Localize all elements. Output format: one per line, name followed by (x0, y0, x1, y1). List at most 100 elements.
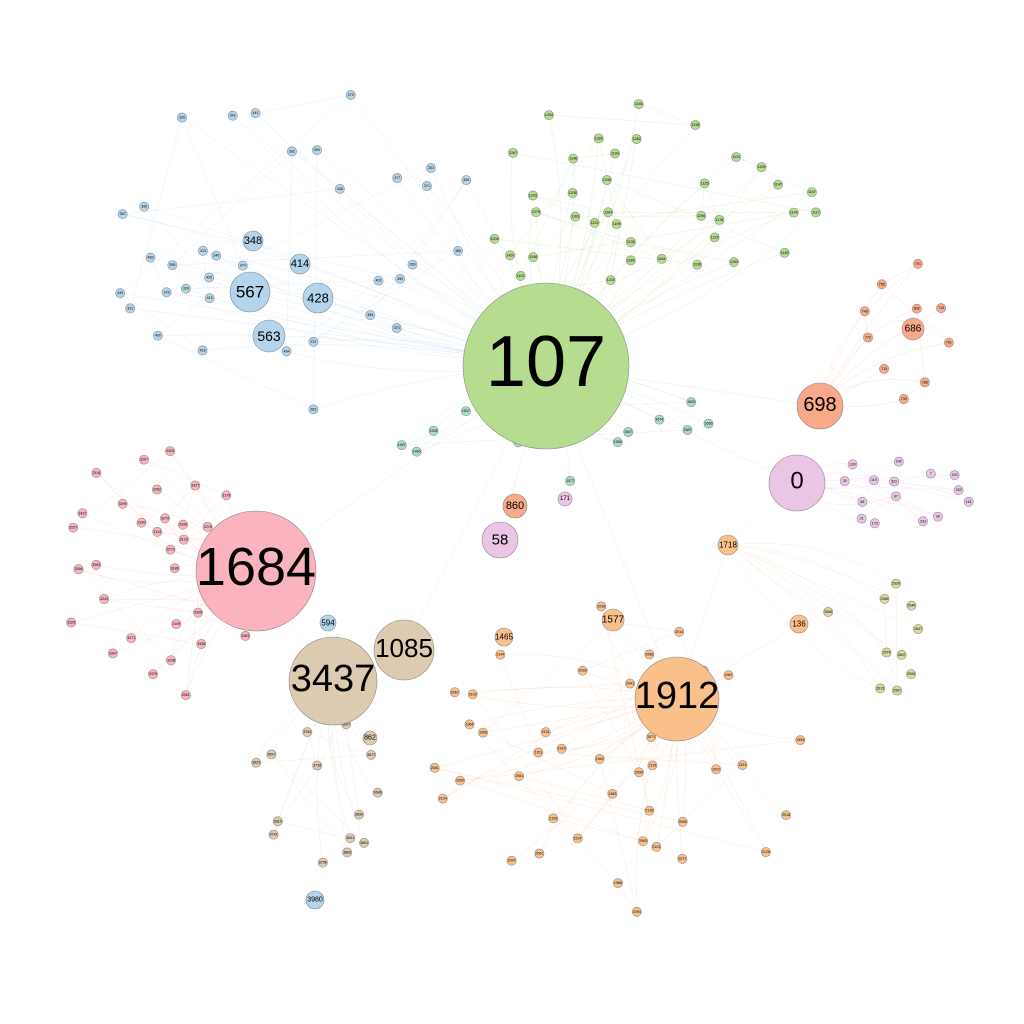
graph-node[interactable]: 3764 (302, 727, 313, 737)
hub-node-1718[interactable]: 1718 (717, 534, 739, 556)
graph-node[interactable]: 2097 (506, 855, 517, 866)
graph-node[interactable]: 1264 (603, 207, 614, 218)
graph-node[interactable]: 415 (204, 293, 215, 304)
graph-node[interactable]: 1994 (795, 735, 806, 746)
graph-node[interactable]: 395 (167, 260, 178, 270)
graph-node[interactable]: 1240 (602, 175, 612, 185)
graph-node[interactable]: 346 (211, 250, 222, 261)
graph-node[interactable]: 2597 (892, 685, 902, 696)
graph-node[interactable]: 1320 (593, 133, 604, 144)
hub-node-3980[interactable]: 3980 (305, 890, 325, 910)
graph-node[interactable]: 418 (197, 345, 208, 356)
graph-node[interactable]: 2101 (651, 842, 662, 852)
graph-node[interactable]: 2607 (896, 650, 907, 660)
graph-node[interactable]: 242 (893, 456, 904, 467)
graph-node[interactable]: 2071 (646, 732, 657, 743)
graph-node[interactable]: 25 (839, 476, 850, 486)
graph-node[interactable]: 1983 (607, 789, 618, 799)
graph-node[interactable]: 3279 (160, 513, 170, 524)
graph-node[interactable]: 3189 (136, 517, 147, 528)
graph-node[interactable]: 376 (161, 287, 172, 298)
graph-node[interactable]: 2555 (906, 669, 916, 680)
graph-node[interactable]: 382 (286, 146, 297, 157)
graph-node[interactable]: 1185 (625, 255, 636, 266)
graph-node[interactable]: 350 (395, 273, 405, 284)
graph-node[interactable]: 2630 (891, 578, 901, 589)
graph-node[interactable]: 3257 (68, 522, 79, 533)
graph-node[interactable]: 3631 (345, 833, 356, 843)
graph-node[interactable]: 1135 (625, 237, 636, 247)
graph-node[interactable]: 3171 (126, 633, 137, 643)
graph-node[interactable]: 372 (308, 336, 319, 347)
graph-node[interactable]: 1282 (631, 134, 642, 144)
graph-node[interactable]: 1520 (686, 397, 697, 408)
graph-node[interactable]: 3299 (117, 498, 128, 509)
graph-node[interactable]: 3116 (91, 467, 102, 478)
graph-node[interactable]: 1102 (515, 270, 526, 281)
graph-node[interactable]: 3325 (66, 617, 77, 628)
graph-node[interactable]: 7 (925, 468, 936, 479)
graph-node[interactable]: 3756 (317, 857, 328, 868)
graph-node[interactable]: 3646 (372, 787, 383, 798)
graph-node[interactable]: 3361 (180, 690, 191, 700)
graph-node[interactable]: 1508 (428, 425, 439, 436)
graph-node[interactable]: 2647 (913, 624, 923, 634)
graph-node[interactable]: 1674 (654, 414, 665, 425)
graph-node[interactable]: 1296 (696, 210, 707, 221)
graph-node[interactable]: 791 (913, 258, 923, 269)
graph-node[interactable]: 1117 (811, 207, 821, 218)
graph-node[interactable]: 3396 (193, 607, 203, 618)
graph-node[interactable]: 203 (949, 470, 960, 481)
hub-node-348[interactable]: 348 (242, 230, 264, 252)
graph-node[interactable]: 1951 (514, 771, 524, 781)
graph-node[interactable]: 1145 (779, 247, 790, 258)
hub-node-414[interactable]: 414 (289, 253, 311, 275)
graph-node[interactable]: 719 (936, 303, 946, 314)
graph-node[interactable]: 3830 (354, 809, 364, 820)
graph-node[interactable]: 1149 (788, 207, 799, 218)
graph-node[interactable]: 772 (863, 332, 873, 343)
graph-node[interactable]: 1656 (703, 418, 714, 429)
graph-node[interactable]: 2055 (677, 816, 688, 827)
graph-node[interactable]: 441 (250, 108, 261, 118)
graph-node[interactable]: 434 (281, 346, 292, 357)
graph-node[interactable]: 3266 (73, 564, 84, 575)
graph-node[interactable]: 2061 (534, 848, 545, 859)
graph-node[interactable]: 2103 (467, 689, 478, 700)
graph-node[interactable]: 1222 (709, 232, 720, 243)
hub-node-567[interactable]: 567 (229, 271, 271, 313)
graph-node[interactable]: 1157 (807, 187, 817, 197)
graph-node[interactable]: 3307 (108, 648, 118, 659)
graph-node[interactable]: 3238 (166, 655, 176, 666)
graph-node[interactable]: 3336 (178, 519, 188, 530)
graph-node[interactable]: 1262 (729, 257, 739, 268)
graph-node[interactable]: 3697 (266, 749, 277, 760)
graph-node[interactable]: 400 (152, 330, 163, 341)
graph-node[interactable]: 1209 (756, 162, 767, 172)
hub-node-0[interactable]: 0 (768, 454, 826, 512)
graph-node[interactable]: 369 (407, 259, 418, 270)
graph-node[interactable]: 313 (198, 245, 208, 256)
graph-node[interactable]: 2126 (761, 847, 771, 857)
graph-node[interactable]: 2033 (577, 665, 588, 676)
graph-node[interactable]: 1987 (723, 670, 734, 680)
graph-node[interactable]: 3278 (202, 522, 213, 532)
graph-node[interactable]: 339 (847, 459, 858, 470)
graph-node[interactable]: 2113 (737, 760, 748, 770)
graph-node[interactable]: 322 (889, 476, 900, 487)
graph-node[interactable]: 332 (953, 485, 964, 496)
graph-node[interactable]: 2151 (533, 747, 544, 758)
graph-node[interactable]: 2115 (647, 760, 658, 771)
graph-node[interactable]: 329 (180, 283, 191, 294)
graph-node[interactable]: 1103 (570, 211, 581, 222)
graph-node[interactable]: 749 (859, 306, 870, 317)
graph-node[interactable]: 2147 (572, 833, 583, 844)
graph-node[interactable]: 1203 (528, 190, 538, 201)
graph-node[interactable]: 326 (177, 112, 187, 123)
hub-node-686[interactable]: 686 (901, 317, 925, 341)
graph-node[interactable]: 1587 (682, 425, 693, 435)
graph-node[interactable]: 756 (876, 279, 887, 290)
graph-node[interactable]: 408 (461, 175, 472, 185)
graph-node[interactable]: 333 (918, 516, 928, 527)
graph-node[interactable]: 21 (856, 513, 867, 524)
